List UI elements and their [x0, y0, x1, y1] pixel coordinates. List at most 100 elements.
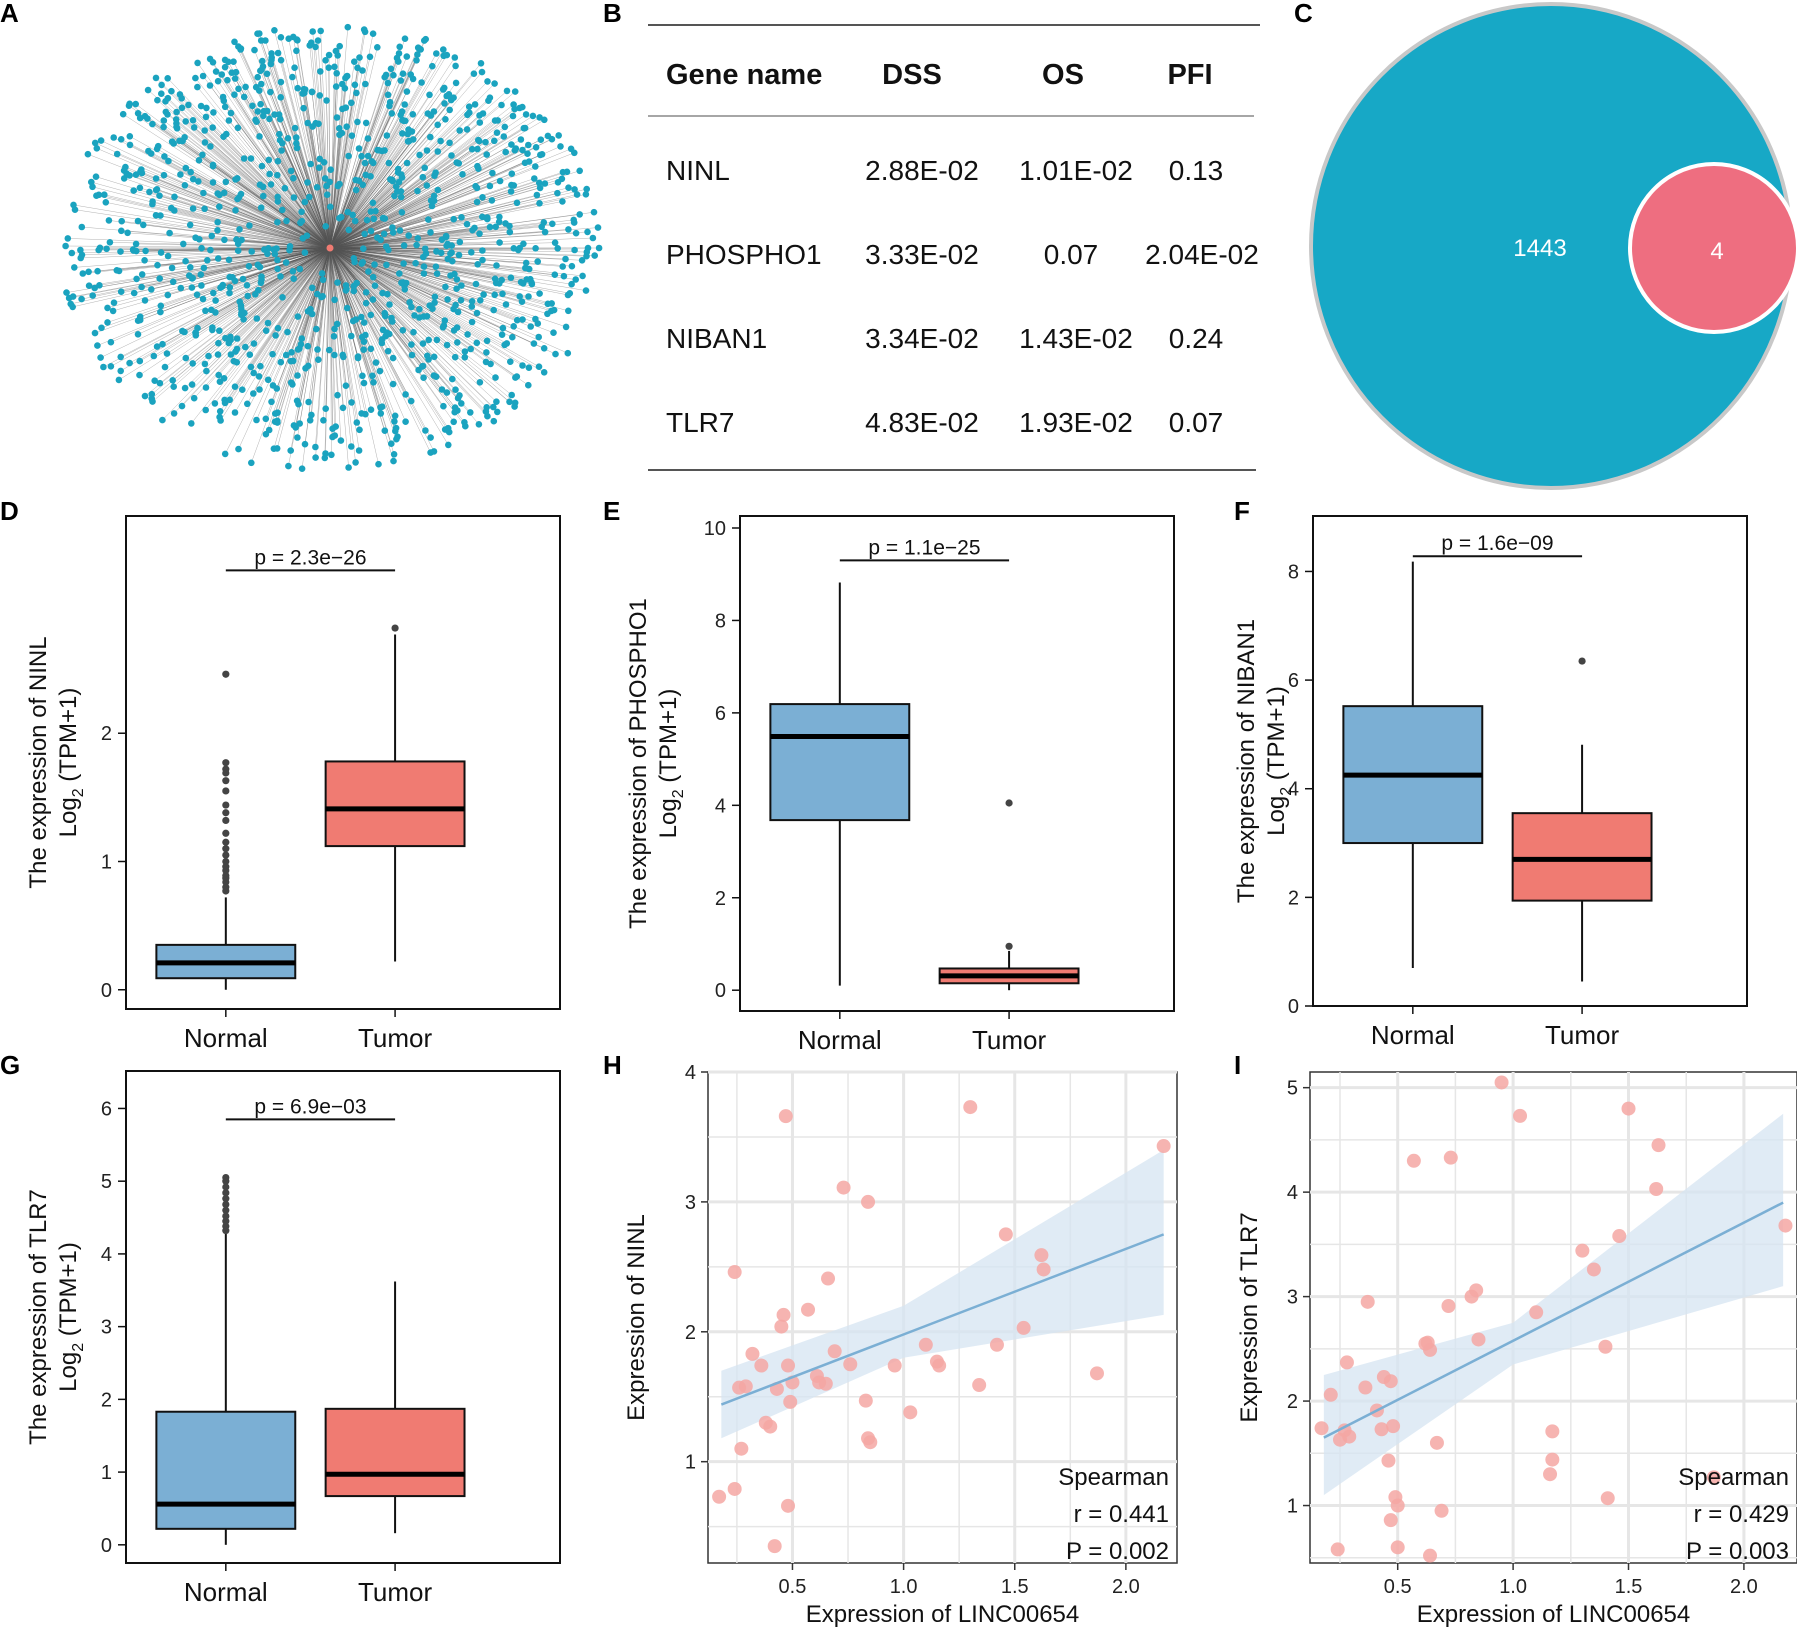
network-node: [595, 244, 603, 252]
network-edge: [160, 215, 331, 249]
network-node: [304, 119, 312, 127]
box-normal: [155, 1410, 297, 1530]
network-edge: [329, 247, 406, 395]
network-edge: [329, 132, 498, 249]
network-edge: [329, 82, 422, 249]
network-edge: [261, 247, 331, 277]
network-edge: [329, 57, 360, 249]
network-edge: [290, 170, 331, 249]
network-edge: [329, 133, 408, 249]
y-tick-label: 3: [1287, 1287, 1298, 1309]
network-edge: [239, 229, 331, 249]
network-node: [170, 410, 178, 417]
network-node: [498, 276, 506, 284]
network-edge: [329, 135, 559, 249]
network-edge: [212, 247, 331, 331]
network-edge: [329, 120, 406, 249]
network-node: [220, 97, 228, 105]
network-node: [154, 96, 161, 104]
network-node: [355, 177, 363, 184]
network-node: [371, 261, 378, 268]
network-edge: [197, 62, 331, 249]
network-edge: [232, 247, 331, 278]
network-node: [107, 363, 115, 370]
network-node: [91, 139, 99, 147]
network-node: [410, 136, 417, 143]
network-edge: [329, 104, 502, 249]
network-node: [294, 84, 302, 92]
network-edge: [248, 247, 331, 267]
network-edge: [162, 247, 331, 421]
x-category-label: Tumor: [358, 1577, 432, 1607]
network-edge: [119, 247, 331, 272]
network-node: [531, 175, 538, 182]
network-edge: [270, 184, 331, 249]
network-node: [470, 70, 478, 77]
network-edge: [329, 174, 402, 249]
network-edge: [329, 195, 435, 249]
network-edge: [152, 123, 331, 249]
network-node: [381, 427, 389, 435]
network-node: [493, 262, 500, 269]
network-edge: [329, 247, 396, 416]
network-node: [313, 325, 320, 333]
network-edge: [329, 247, 435, 357]
network-node: [193, 291, 201, 299]
network-node: [400, 242, 408, 249]
network-node: [511, 88, 519, 95]
network-node: [186, 272, 193, 279]
network-node: [475, 136, 482, 144]
network-node: [433, 50, 440, 57]
network-edge: [213, 112, 331, 249]
network-edge: [329, 247, 450, 433]
network-edge: [329, 54, 418, 249]
outlier-point: [222, 1212, 230, 1220]
network-node: [194, 83, 201, 91]
network-node: [277, 78, 285, 86]
network-edge: [329, 128, 340, 249]
network-node: [168, 87, 175, 95]
network-node: [359, 258, 367, 266]
network-node: [264, 250, 271, 258]
network-edge: [329, 247, 587, 253]
network-edge: [224, 59, 331, 249]
network-node: [231, 38, 238, 46]
network-node: [216, 327, 223, 335]
network-node: [323, 182, 330, 190]
network-node: [242, 83, 249, 91]
network-edge: [329, 202, 518, 249]
network-node: [266, 170, 273, 178]
network-node: [528, 280, 536, 288]
network-node: [456, 392, 463, 399]
network-edge: [329, 203, 540, 249]
network-edge: [329, 226, 496, 249]
network-edge: [329, 185, 490, 249]
network-node: [536, 290, 543, 297]
network-edge: [279, 140, 331, 249]
network-node: [70, 201, 77, 209]
network-node: [590, 208, 598, 216]
network-node: [537, 151, 544, 159]
network-node: [510, 182, 518, 189]
network-node: [389, 354, 397, 362]
network-node: [225, 256, 233, 264]
network-node: [71, 264, 78, 271]
network-node: [394, 165, 402, 173]
network-node: [246, 351, 254, 359]
network-node: [239, 386, 246, 394]
network-node: [520, 240, 527, 248]
network-node: [321, 175, 329, 182]
network-node: [389, 380, 397, 388]
network-edge: [165, 111, 331, 249]
scatter-point: [1323, 1387, 1338, 1402]
network-edge: [329, 247, 449, 446]
network-node: [190, 124, 198, 131]
network-node: [458, 214, 465, 221]
network-edge: [329, 140, 410, 249]
outlier-point: [222, 1183, 230, 1191]
network-node: [316, 155, 324, 163]
network-edge: [329, 247, 516, 403]
network-node: [289, 381, 296, 388]
network-node: [402, 391, 409, 398]
